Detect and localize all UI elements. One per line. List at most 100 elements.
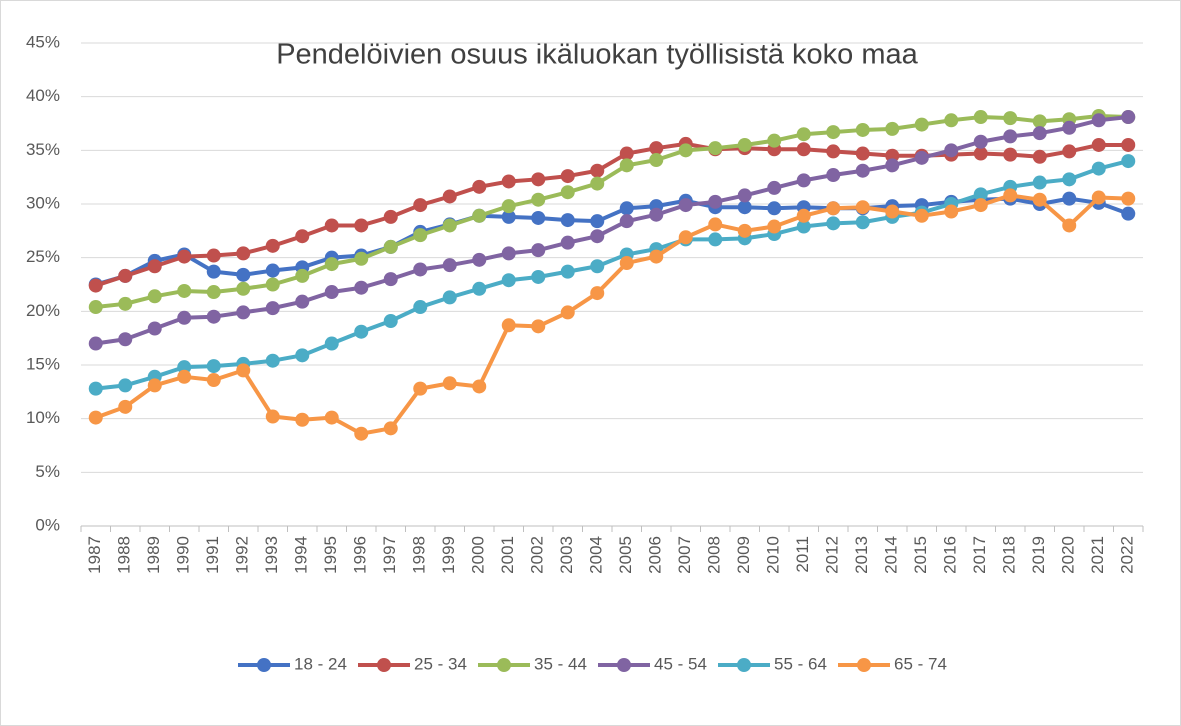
data-point	[1003, 188, 1018, 203]
data-point	[442, 290, 457, 305]
data-point	[206, 359, 221, 374]
data-point	[383, 272, 398, 287]
data-point	[944, 204, 959, 219]
x-tick-label: 1994	[292, 536, 311, 574]
data-point	[590, 214, 605, 229]
data-point	[206, 309, 221, 324]
data-point	[88, 410, 103, 425]
x-tick-label: 2021	[1088, 536, 1107, 574]
data-point	[265, 277, 280, 292]
y-tick-label: 0%	[35, 515, 60, 534]
data-point	[1121, 110, 1136, 125]
data-point	[472, 281, 487, 296]
data-point	[855, 122, 870, 137]
data-point	[767, 133, 782, 148]
legend-label: 45 - 54	[654, 654, 707, 673]
data-point	[767, 201, 782, 216]
x-tick-label: 2020	[1059, 536, 1078, 574]
data-point	[914, 117, 929, 132]
x-tick-label: 2007	[675, 536, 694, 574]
data-point	[619, 146, 634, 161]
data-point	[1091, 137, 1106, 152]
data-point	[590, 229, 605, 244]
data-point	[295, 229, 310, 244]
data-point	[1032, 126, 1047, 141]
data-point	[354, 251, 369, 266]
data-point	[560, 185, 575, 200]
data-point	[649, 152, 664, 167]
y-tick-label: 40%	[26, 86, 60, 105]
data-point	[501, 273, 516, 288]
data-point	[590, 163, 605, 178]
data-point	[147, 259, 162, 274]
y-tick-label: 35%	[26, 140, 60, 159]
legend-label: 25 - 34	[414, 654, 467, 673]
chart-title: Pendelöivien osuus ikäluokan työllisistä…	[276, 39, 918, 71]
x-tick-label: 1999	[439, 536, 458, 574]
x-tick-label: 2000	[469, 536, 488, 574]
data-point	[560, 305, 575, 320]
data-point	[118, 332, 133, 347]
data-point	[236, 363, 251, 378]
data-point	[265, 409, 280, 424]
data-point	[88, 278, 103, 293]
data-point	[501, 318, 516, 333]
data-point	[147, 378, 162, 393]
x-tick-label: 1992	[233, 536, 252, 574]
data-point	[737, 200, 752, 215]
data-point	[796, 208, 811, 223]
data-point	[265, 238, 280, 253]
data-point	[973, 198, 988, 213]
data-point	[1062, 218, 1077, 233]
data-point	[413, 381, 428, 396]
data-point	[88, 336, 103, 351]
x-tick-label: 1993	[262, 536, 281, 574]
data-point	[118, 399, 133, 414]
data-point	[826, 125, 841, 140]
legend-marker	[737, 658, 751, 672]
data-point	[737, 188, 752, 203]
x-tick-label: 2011	[793, 536, 812, 573]
data-point	[354, 280, 369, 295]
legend-label: 18 - 24	[294, 654, 347, 673]
legend-marker	[497, 658, 511, 672]
x-tick-label: 2014	[882, 536, 901, 574]
data-point	[472, 379, 487, 394]
data-point	[649, 207, 664, 222]
data-point	[973, 146, 988, 161]
data-point	[590, 286, 605, 301]
data-point	[295, 348, 310, 363]
x-tick-label: 2018	[1000, 536, 1019, 574]
data-point	[1091, 161, 1106, 176]
data-point	[531, 243, 546, 258]
x-tick-label: 2022	[1118, 536, 1137, 574]
data-point	[206, 373, 221, 388]
data-point	[885, 204, 900, 219]
data-point	[1062, 172, 1077, 187]
x-tick-label: 2006	[646, 536, 665, 574]
y-tick-label: 30%	[26, 193, 60, 212]
data-point	[236, 305, 251, 320]
data-point	[973, 187, 988, 202]
x-tick-label: 1996	[351, 536, 370, 574]
data-point	[501, 174, 516, 189]
data-point	[413, 228, 428, 243]
data-point	[560, 169, 575, 184]
data-point	[472, 252, 487, 267]
data-point	[531, 319, 546, 334]
data-point	[973, 134, 988, 149]
legend-marker	[617, 658, 631, 672]
data-point	[1003, 129, 1018, 144]
data-point	[944, 113, 959, 128]
data-point	[383, 209, 398, 224]
data-point	[88, 300, 103, 315]
data-point	[1121, 191, 1136, 206]
data-point	[88, 381, 103, 396]
data-point	[1032, 149, 1047, 164]
data-point	[472, 179, 487, 194]
x-tick-label: 2008	[705, 536, 724, 574]
x-tick-label: 2015	[911, 536, 930, 574]
data-point	[413, 300, 428, 315]
data-point	[885, 158, 900, 173]
